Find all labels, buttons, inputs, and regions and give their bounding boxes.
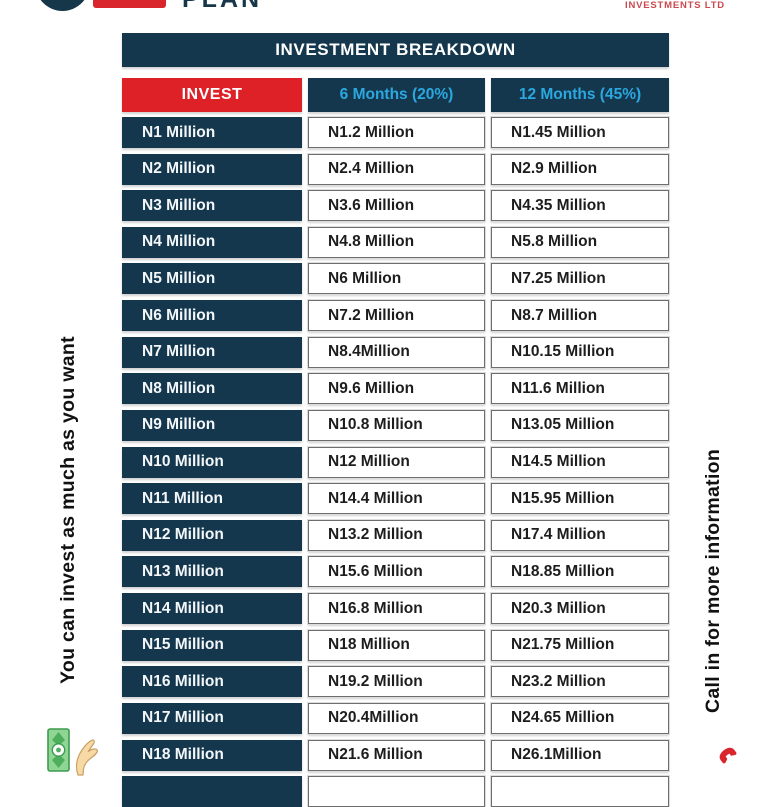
six-months-cell: N15.6 Million xyxy=(307,555,486,589)
twelve-months-cell: N2.9 Million xyxy=(490,152,670,186)
six-months-cell: N3.6 Million xyxy=(307,189,486,223)
twelve-months-cell: N11.6 Million xyxy=(490,372,670,406)
twelve-months-cell: N5.8 Million xyxy=(490,225,670,259)
twelve-months-cell: N10.15 Million xyxy=(490,335,670,369)
twelve-months-cell: N14.5 Million xyxy=(490,445,670,479)
six-months-cell: N1.2 Million xyxy=(307,116,486,149)
invest-cell: N2 Million xyxy=(122,153,302,185)
invest-cell: N1 Million xyxy=(122,117,302,148)
twelve-months-cell: N23.2 Million xyxy=(490,665,670,699)
column-header-invest: INVEST xyxy=(122,78,302,112)
six-months-cell: N12 Million xyxy=(307,445,486,479)
invest-cell: N8 Million xyxy=(122,373,302,405)
six-months-cell: N16.8 Million xyxy=(307,592,486,626)
table-row: N2 Million N2.4 Million N2.9 Million xyxy=(0,152,780,186)
table-row: N13 Million N15.6 Million N18.85 Million xyxy=(0,555,780,589)
table-row: N1 Million N1.2 Million N1.45 Million xyxy=(0,116,780,149)
invest-cell: N4 Million xyxy=(122,226,302,258)
six-months-cell: N9.6 Million xyxy=(307,372,486,406)
table-row: N17 Million N20.4Million N24.65 Million xyxy=(0,701,780,735)
column-header-6-months: 6 Months (20%) xyxy=(308,78,485,112)
table-row: N12 Million N13.2 Million N17.4 Million xyxy=(0,518,780,552)
table-row: N3 Million N3.6 Million N4.35 Million xyxy=(0,189,780,223)
twelve-months-cell: N18.85 Million xyxy=(490,555,670,589)
six-months-cell: N7.2 Million xyxy=(307,299,486,333)
table-row-partial xyxy=(0,775,780,807)
logo-plan-text: PLAN xyxy=(182,0,262,14)
money-in-hand-icon xyxy=(47,728,98,776)
table-row: N4 Million N4.8 Million N5.8 Million xyxy=(0,225,780,259)
six-months-cell: N14.4 Million xyxy=(307,482,486,516)
table-row: N10 Million N12 Million N14.5 Million xyxy=(0,445,780,479)
right-side-note: Call in for more information xyxy=(702,448,724,713)
invest-cell: N13 Million xyxy=(122,556,302,588)
invest-cell: N9 Million xyxy=(122,409,302,441)
twelve-months-cell: N8.7 Million xyxy=(490,299,670,333)
six-months-cell: N4.8 Million xyxy=(307,225,486,259)
company-suffix-text: INVESTMENTS LTD xyxy=(625,0,725,11)
twelve-months-cell: N15.95 Million xyxy=(490,482,670,516)
six-months-cell: N8.4Million xyxy=(307,335,486,369)
invest-cell: N5 Million xyxy=(122,263,302,295)
twelve-months-cell: N4.35 Million xyxy=(490,189,670,223)
six-months-cell: N6 Million xyxy=(307,262,486,296)
invest-cell: N15 Million xyxy=(122,629,302,661)
table-row: N8 Million N9.6 Million N11.6 Million xyxy=(0,372,780,406)
six-months-cell: N2.4 Million xyxy=(307,152,486,186)
table-row: N9 Million N10.8 Million N13.05 Million xyxy=(0,408,780,442)
table-row: N15 Million N18 Million N21.75 Million xyxy=(0,628,780,662)
invest-cell: N3 Million xyxy=(122,190,302,222)
twelve-months-cell: N7.25 Million xyxy=(490,262,670,296)
six-months-cell: N18 Million xyxy=(307,628,486,662)
twelve-months-cell: N17.4 Million xyxy=(490,518,670,552)
column-header-12-months: 12 Months (45%) xyxy=(491,78,669,112)
table-row: N7 Million N8.4Million N10.15 Million xyxy=(0,335,780,369)
invest-cell: N6 Million xyxy=(122,300,302,332)
six-months-cell xyxy=(307,775,486,807)
table-row: N6 Million N7.2 Million N8.7 Million xyxy=(0,299,780,333)
twelve-months-cell xyxy=(490,775,670,807)
table-row: N16 Million N19.2 Million N23.2 Million xyxy=(0,665,780,699)
invest-cell xyxy=(122,776,302,807)
six-months-cell: N19.2 Million xyxy=(307,665,486,699)
invest-cell: N11 Million xyxy=(122,483,302,515)
invest-cell: N17 Million xyxy=(122,702,302,734)
twelve-months-cell: N24.65 Million xyxy=(490,701,670,735)
table-title: INVESTMENT BREAKDOWN xyxy=(122,33,669,67)
left-side-note: You can invest as much as you want xyxy=(57,336,79,684)
twelve-months-cell: N26.1Million xyxy=(490,738,670,772)
invest-cell: N14 Million xyxy=(122,593,302,625)
logo-circle-icon xyxy=(35,0,90,11)
six-months-cell: N21.6 Million xyxy=(307,738,486,772)
invest-cell: N18 Million xyxy=(122,739,302,771)
table-row: N11 Million N14.4 Million N15.95 Million xyxy=(0,482,780,516)
table-row: N14 Million N16.8 Million N20.3 Million xyxy=(0,592,780,626)
twelve-months-cell: N1.45 Million xyxy=(490,116,670,149)
invest-cell: N12 Million xyxy=(122,519,302,551)
invest-cell: N16 Million xyxy=(122,666,302,698)
logo-red-bar xyxy=(93,0,166,8)
six-months-cell: N13.2 Million xyxy=(307,518,486,552)
table-row: N18 Million N21.6 Million N26.1Million xyxy=(0,738,780,772)
six-months-cell: N20.4Million xyxy=(307,701,486,735)
twelve-months-cell: N13.05 Million xyxy=(490,408,670,442)
twelve-months-cell: N20.3 Million xyxy=(490,592,670,626)
table-row: N5 Million N6 Million N7.25 Million xyxy=(0,262,780,296)
six-months-cell: N10.8 Million xyxy=(307,408,486,442)
invest-cell: N7 Million xyxy=(122,336,302,368)
phone-icon xyxy=(719,747,737,764)
twelve-months-cell: N21.75 Million xyxy=(490,628,670,662)
invest-cell: N10 Million xyxy=(122,446,302,478)
